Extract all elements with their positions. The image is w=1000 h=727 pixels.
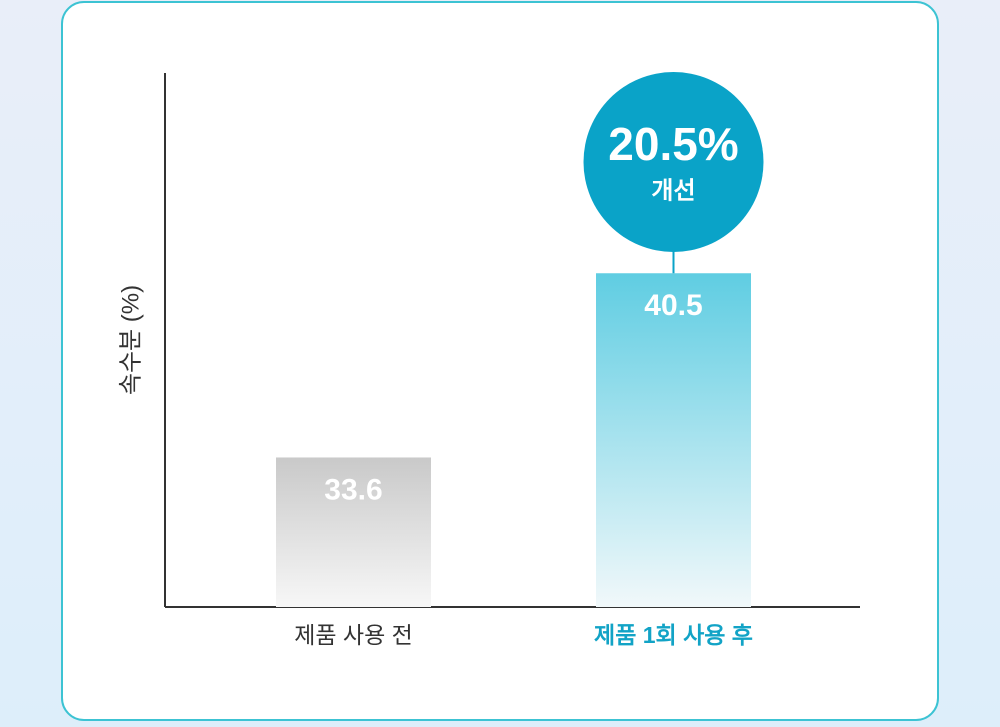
annotation-bubble [583,72,764,252]
y-axis-label: 속수분 (%) [117,285,144,395]
x-tick-label: 제품 사용 전 [294,622,413,648]
value-label: 40.5 [644,289,702,322]
annotation-subtext: 개선 [651,177,695,204]
annotation-text: 20.5% [608,118,738,170]
card [61,1,939,721]
x-tick-label: 제품 1회 사용 후 [594,622,753,648]
value-label: 33.6 [324,473,382,506]
bar [596,273,751,607]
bar [276,457,431,607]
